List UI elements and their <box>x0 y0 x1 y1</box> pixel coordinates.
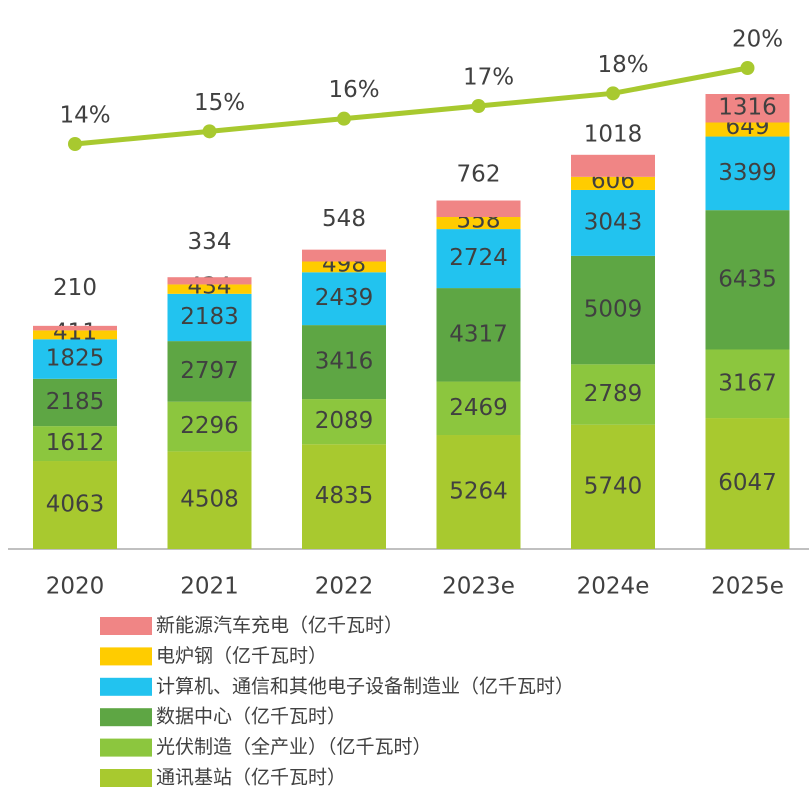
bar-segment <box>302 444 386 549</box>
value-label: 411 <box>53 319 97 345</box>
legend-label: 新能源汽车充电（亿千瓦时） <box>156 615 403 637</box>
bar-segment <box>167 401 252 452</box>
value-label: 6047 <box>718 470 777 496</box>
bar-segment <box>167 284 252 294</box>
value-label: 1018 <box>584 121 643 147</box>
legend-swatch <box>100 769 152 787</box>
bar-segment <box>302 399 386 445</box>
value-label: 2797 <box>180 358 239 384</box>
legend-swatch <box>100 617 152 635</box>
line-point <box>471 99 486 113</box>
value-label: 3167 <box>718 370 777 396</box>
bar-segment <box>436 200 521 218</box>
bar-segment <box>436 381 521 436</box>
legend-swatch <box>100 708 152 727</box>
line-point <box>337 111 351 126</box>
bar-segment <box>436 288 521 382</box>
legend-label: 电炉钢（亿千瓦时） <box>156 645 327 667</box>
value-label: 5740 <box>584 473 643 499</box>
bar-segment <box>705 210 790 350</box>
value-label: 2789 <box>584 381 643 407</box>
line-point <box>202 124 217 139</box>
x-tick-label: 2023e <box>442 574 515 600</box>
bar-segment <box>33 378 117 427</box>
value-label: 3399 <box>718 160 777 186</box>
bar-segment <box>571 189 655 256</box>
bar-segment <box>33 325 117 331</box>
bar-segment <box>571 364 655 425</box>
bar-segment <box>302 261 386 273</box>
legend-swatch <box>100 677 152 696</box>
line-label: 20% <box>732 27 783 53</box>
value-label: 762 <box>457 162 501 188</box>
line-point <box>740 61 755 75</box>
value-label: 2296 <box>180 413 239 439</box>
line <box>74 65 748 147</box>
x-tick-label: 2025e <box>711 574 784 600</box>
line-label: 14% <box>59 103 110 129</box>
line-point <box>606 86 620 101</box>
line-label: 16% <box>328 77 379 103</box>
value-label: 3043 <box>584 209 643 235</box>
x-tick-label: 2021 <box>180 574 239 600</box>
bar-segment <box>436 229 521 289</box>
value-label: 5009 <box>584 297 643 323</box>
value-label: 4508 <box>180 487 239 513</box>
legend-label: 计算机、通信和其他电子设备制造业（亿千瓦时） <box>156 675 574 697</box>
bar-segment <box>571 424 655 549</box>
value-label: 2469 <box>449 395 508 421</box>
bar-segment <box>705 136 790 211</box>
bar-segment <box>33 426 117 462</box>
bar-segment <box>167 277 252 285</box>
legend-label: 数据中心（亿千瓦时） <box>156 706 346 728</box>
bar-segment <box>167 451 252 549</box>
value-label: 4835 <box>315 483 374 509</box>
bar-segment <box>167 293 252 342</box>
legend-swatch <box>100 738 152 757</box>
bar-segment <box>705 122 790 137</box>
bar-segment <box>302 249 386 262</box>
line-label: 17% <box>463 65 514 91</box>
legend-label: 光伏制造（全产业）（亿千瓦时） <box>156 736 432 758</box>
bar-segment <box>571 154 655 177</box>
value-label: 5264 <box>449 479 508 505</box>
value-label: 2439 <box>315 285 374 311</box>
bar-segment <box>302 325 386 400</box>
line-label: 15% <box>194 90 245 116</box>
bar-segment <box>571 255 655 365</box>
value-label: 2089 <box>315 408 374 434</box>
bar-segment <box>705 94 790 123</box>
value-label: 3416 <box>315 349 374 375</box>
bar-segment <box>302 272 386 326</box>
bar-segment <box>436 435 521 549</box>
bar-segment <box>33 339 117 379</box>
bar-segment <box>705 349 790 419</box>
line-label: 18% <box>597 52 648 78</box>
bar-segment <box>571 176 655 190</box>
value-label: 4317 <box>449 321 508 347</box>
value-label: 1316 <box>718 95 777 121</box>
bar-segment <box>33 330 117 340</box>
value-label: 1612 <box>46 430 105 456</box>
x-tick-label: 2020 <box>46 574 105 600</box>
value-label: 1825 <box>46 346 105 372</box>
x-tick-label: 2022 <box>315 574 374 600</box>
value-label: 548 <box>322 206 366 232</box>
bar-segment <box>33 461 117 549</box>
value-label: 2724 <box>449 245 508 271</box>
value-label: 4063 <box>46 492 105 518</box>
bar-segment <box>167 341 252 402</box>
value-label: 2185 <box>46 389 105 415</box>
bar-segment <box>436 217 521 230</box>
value-label: 334 <box>188 229 232 255</box>
value-label: 2183 <box>180 304 239 330</box>
line-point <box>68 137 82 151</box>
value-label: 6435 <box>718 266 777 292</box>
value-label: 210 <box>53 275 97 301</box>
legend-swatch <box>100 647 152 666</box>
x-tick-label: 2024e <box>577 574 650 600</box>
bar-segment <box>705 418 790 549</box>
legend-label: 通讯基站（亿千瓦时） <box>156 767 346 789</box>
